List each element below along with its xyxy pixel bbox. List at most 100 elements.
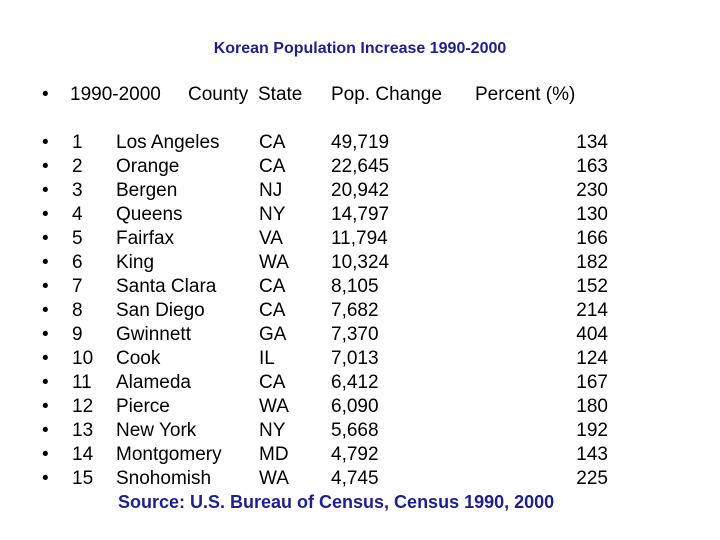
row-bullet: • bbox=[42, 276, 49, 297]
header-county: County bbox=[188, 84, 249, 105]
row-pop-change: 7,013 bbox=[331, 348, 379, 369]
row-rank: 7 bbox=[72, 276, 83, 297]
row-bullet: • bbox=[42, 420, 49, 441]
row-state: WA bbox=[259, 396, 289, 417]
row-pop-change: 4,792 bbox=[331, 444, 379, 465]
row-bullet: • bbox=[42, 252, 49, 273]
page-title: Korean Population Increase 1990-2000 bbox=[213, 40, 507, 57]
row-county: Pierce bbox=[116, 396, 170, 417]
row-rank: 3 bbox=[72, 180, 83, 201]
row-county: Gwinnett bbox=[116, 324, 191, 345]
row-bullet: • bbox=[42, 156, 49, 177]
row-percent: 404 bbox=[576, 324, 608, 345]
row-county: Orange bbox=[116, 156, 180, 177]
table-row: • 12 Pierce WA 6,090 180 bbox=[0, 396, 720, 420]
row-county: Snohomish bbox=[116, 468, 212, 489]
row-bullet: • bbox=[42, 324, 49, 345]
row-rank: 12 bbox=[72, 396, 94, 417]
row-county: San Diego bbox=[116, 300, 205, 321]
row-rank: 6 bbox=[72, 252, 83, 273]
source-note: Source: U.S. Bureau of Census, Census 19… bbox=[118, 492, 555, 512]
header-state: State bbox=[258, 84, 303, 105]
table-row: • 8 San Diego CA 7,682 214 bbox=[0, 300, 720, 324]
row-pop-change: 14,797 bbox=[331, 204, 390, 225]
row-pop-change: 20,942 bbox=[331, 180, 390, 201]
row-rank: 13 bbox=[72, 420, 94, 441]
table-row: • 14 Montgomery MD 4,792 143 bbox=[0, 444, 720, 468]
row-state: NY bbox=[259, 420, 286, 441]
row-state: CA bbox=[259, 372, 286, 393]
row-percent: 192 bbox=[576, 420, 608, 441]
row-rank: 1 bbox=[72, 132, 83, 153]
row-pop-change: 11,794 bbox=[331, 228, 388, 249]
row-state: NY bbox=[259, 204, 286, 225]
row-state: WA bbox=[259, 468, 289, 489]
row-pop-change: 8,105 bbox=[331, 276, 379, 297]
row-county: New York bbox=[116, 420, 197, 441]
row-percent: 166 bbox=[576, 228, 608, 249]
row-pop-change: 22,645 bbox=[331, 156, 390, 177]
table-row: • 4 Queens NY 14,797 130 bbox=[0, 204, 720, 228]
row-pop-change: 7,682 bbox=[331, 300, 379, 321]
row-bullet: • bbox=[42, 300, 49, 321]
row-rank: 14 bbox=[72, 444, 94, 465]
row-rank: 5 bbox=[72, 228, 83, 249]
row-rank: 11 bbox=[72, 372, 92, 393]
row-state: MD bbox=[259, 444, 289, 465]
row-bullet: • bbox=[42, 180, 49, 201]
table-header: • 1990-2000 County State Pop. Change Per… bbox=[0, 84, 720, 108]
table-row: • 1 Los Angeles CA 49,719 134 bbox=[0, 132, 720, 156]
row-pop-change: 6,412 bbox=[331, 372, 379, 393]
row-state: GA bbox=[259, 324, 287, 345]
row-bullet: • bbox=[42, 204, 49, 225]
header-bullet: • bbox=[42, 84, 49, 105]
row-rank: 8 bbox=[72, 300, 83, 321]
row-rank: 15 bbox=[72, 468, 94, 489]
row-county: Bergen bbox=[116, 180, 178, 201]
row-bullet: • bbox=[42, 372, 49, 393]
row-county: Los Angeles bbox=[116, 132, 220, 153]
row-percent: 130 bbox=[576, 204, 608, 225]
row-pop-change: 49,719 bbox=[331, 132, 390, 153]
row-bullet: • bbox=[42, 228, 49, 249]
row-state: IL bbox=[259, 348, 275, 369]
header-year-range: 1990-2000 bbox=[70, 84, 161, 105]
row-percent: 143 bbox=[576, 444, 608, 465]
row-percent: 152 bbox=[576, 276, 608, 297]
row-bullet: • bbox=[42, 468, 49, 489]
table-row: • 7 Santa Clara CA 8,105 152 bbox=[0, 276, 720, 300]
table-row: • 2 Orange CA 22,645 163 bbox=[0, 156, 720, 180]
row-percent: 163 bbox=[576, 156, 608, 177]
row-state: CA bbox=[259, 276, 286, 297]
row-bullet: • bbox=[42, 444, 49, 465]
header-percent: Percent (%) bbox=[475, 84, 576, 105]
row-county: Queens bbox=[116, 204, 183, 225]
row-county: Fairfax bbox=[116, 228, 175, 249]
row-percent: 134 bbox=[576, 132, 608, 153]
row-pop-change: 5,668 bbox=[331, 420, 379, 441]
row-percent: 182 bbox=[576, 252, 608, 273]
row-state: VA bbox=[259, 228, 283, 249]
table-row: • 15 Snohomish WA 4,745 225 bbox=[0, 468, 720, 492]
row-rank: 4 bbox=[72, 204, 83, 225]
row-rank: 10 bbox=[72, 348, 94, 369]
row-percent: 124 bbox=[576, 348, 608, 369]
table-row: • 10 Cook IL 7,013 124 bbox=[0, 348, 720, 372]
row-state: WA bbox=[259, 252, 289, 273]
row-state: CA bbox=[259, 156, 286, 177]
row-pop-change: 4,745 bbox=[331, 468, 379, 489]
county-list: • 1 Los Angeles CA 49,719 134 • 2 Orange CA 22,645… bbox=[0, 132, 720, 492]
row-pop-change: 6,090 bbox=[331, 396, 379, 417]
row-county: Montgomery bbox=[116, 444, 222, 465]
table-row: • 5 Fairfax VA 11,794 166 bbox=[0, 228, 720, 252]
row-pop-change: 10,324 bbox=[331, 252, 390, 273]
row-county: Alameda bbox=[116, 372, 191, 393]
row-percent: 180 bbox=[576, 396, 608, 417]
table-row: • 3 Bergen NJ 20,942 230 bbox=[0, 180, 720, 204]
row-rank: 9 bbox=[72, 324, 83, 345]
row-percent: 214 bbox=[576, 300, 608, 321]
row-percent: 167 bbox=[576, 372, 608, 393]
row-county: Santa Clara bbox=[116, 276, 217, 297]
row-pop-change: 7,370 bbox=[331, 324, 379, 345]
row-percent: 230 bbox=[576, 180, 608, 201]
